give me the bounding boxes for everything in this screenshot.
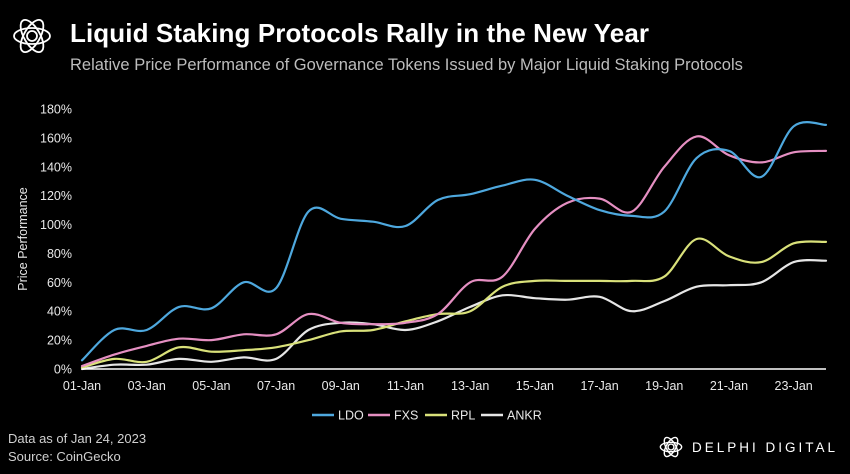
legend-label-rpl: RPL (451, 409, 475, 423)
brand-name: DELPHI DIGITAL (691, 439, 838, 455)
legend-label-ldo: LDO (338, 409, 364, 423)
series-line-ldo (80, 121, 828, 362)
y-tick-label: 160% (40, 131, 72, 145)
y-tick-label: 180% (40, 103, 72, 117)
series-line-fxs (80, 135, 828, 368)
series-lines (80, 121, 828, 371)
source-note: Source: CoinGecko (8, 449, 121, 464)
x-tick-label: 15-Jan (516, 379, 554, 393)
x-tick-label: 19-Jan (645, 379, 683, 393)
delphi-logo-icon (13, 19, 51, 53)
legend: LDO FXS RPL ANKR (312, 409, 542, 423)
delphi-brand-icon (659, 436, 683, 458)
data-date-note: Data as of Jan 24, 2023 (8, 431, 147, 446)
chart-subtitle: Relative Price Performance of Governance… (70, 56, 743, 74)
x-tick-label: 05-Jan (192, 379, 230, 393)
legend-label-ankr: ANKR (507, 409, 542, 423)
y-tick-label: 40% (47, 305, 72, 319)
x-tick-label: 13-Jan (451, 379, 489, 393)
y-tick-label: 0% (54, 363, 72, 377)
x-tick-label: 11-Jan (387, 379, 424, 393)
x-tick-label: 03-Jan (128, 379, 166, 393)
x-tick-label: 07-Jan (257, 379, 295, 393)
x-tick-label: 17-Jan (580, 379, 618, 393)
y-tick-label: 60% (47, 276, 72, 290)
x-axis-ticks: 01-Jan 03-Jan 05-Jan 07-Jan 09-Jan 11-Jan 13-J… (63, 379, 813, 393)
series-line-rpl (80, 237, 828, 369)
chart-title: Liquid Staking Protocols Rally in the Ne… (70, 18, 650, 48)
y-tick-label: 120% (40, 189, 72, 203)
x-tick-label: 21-Jan (710, 379, 748, 393)
y-tick-label: 20% (47, 334, 72, 348)
y-tick-label: 140% (40, 160, 72, 174)
x-tick-label: 09-Jan (322, 379, 360, 393)
y-axis-label: Price Performance (16, 187, 30, 291)
y-tick-label: 100% (40, 218, 72, 232)
y-axis-ticks: 0% 20% 40% 60% 80% 100% 120% 140% 160% 180% (40, 103, 72, 377)
legend-label-fxs: FXS (394, 409, 418, 423)
y-tick-label: 80% (47, 247, 72, 261)
brand-mark: DELPHI DIGITAL (658, 434, 838, 460)
x-tick-label: 01-Jan (63, 379, 101, 393)
x-tick-label: 23-Jan (775, 379, 813, 393)
